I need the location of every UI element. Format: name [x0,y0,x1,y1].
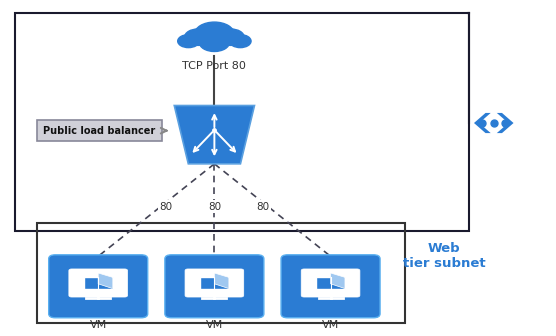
FancyBboxPatch shape [37,120,162,141]
Polygon shape [200,277,229,289]
Polygon shape [331,273,345,289]
Text: Public load balancer: Public load balancer [43,126,156,136]
Polygon shape [474,113,491,133]
Circle shape [178,35,199,48]
FancyBboxPatch shape [49,255,148,318]
Polygon shape [84,277,112,289]
FancyBboxPatch shape [301,269,360,297]
Circle shape [199,33,230,51]
Text: Web
tier subnet: Web tier subnet [403,242,485,270]
FancyBboxPatch shape [185,269,244,297]
Polygon shape [82,278,114,291]
FancyBboxPatch shape [69,269,127,297]
FancyBboxPatch shape [165,255,264,318]
Polygon shape [200,273,229,277]
Text: 80: 80 [159,202,172,212]
Text: VM: VM [90,320,107,330]
Polygon shape [316,273,345,277]
Polygon shape [316,277,345,289]
Text: VM: VM [206,320,223,330]
Polygon shape [215,273,229,289]
Circle shape [195,22,234,46]
Circle shape [185,29,212,45]
Text: 80: 80 [257,202,270,212]
Circle shape [217,29,244,45]
Text: VM: VM [322,320,339,330]
Circle shape [230,35,251,48]
Text: TCP Port 80: TCP Port 80 [182,61,246,71]
Polygon shape [174,106,255,164]
Polygon shape [497,113,514,133]
FancyBboxPatch shape [281,255,380,318]
Polygon shape [315,278,346,291]
Text: 80: 80 [208,202,221,212]
Polygon shape [198,278,230,291]
Polygon shape [98,273,112,289]
Polygon shape [84,273,112,277]
